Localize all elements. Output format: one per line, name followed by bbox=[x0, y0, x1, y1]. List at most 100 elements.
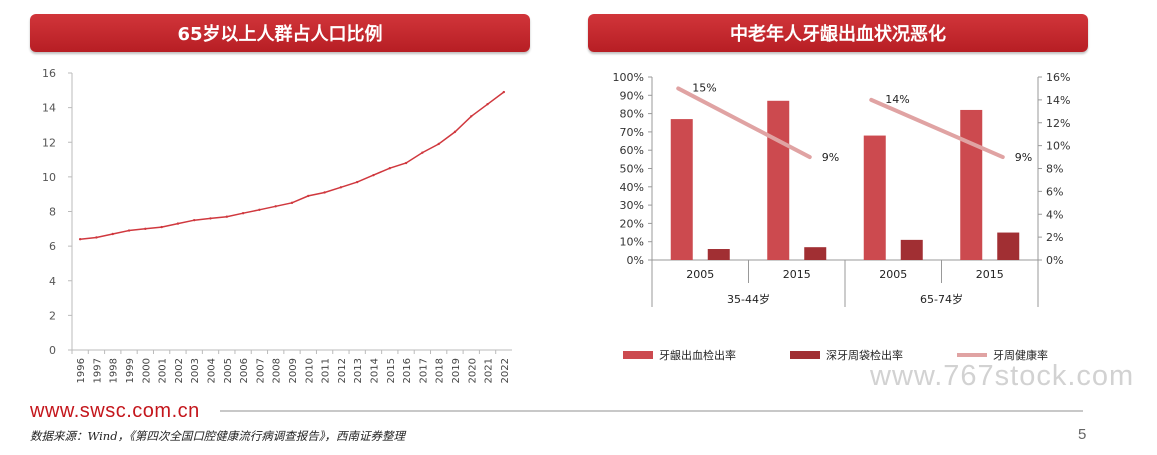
source-note: 数据来源：Wind，《第四次全国口腔健康流行病调查报告》，西南证券整理 bbox=[30, 429, 406, 443]
bar-pocket bbox=[707, 249, 730, 260]
y-tick-label: 16 bbox=[42, 67, 56, 80]
y-tick-label: 2 bbox=[49, 309, 56, 322]
watermark: www.767stock.com bbox=[870, 360, 1135, 392]
data-point bbox=[78, 238, 82, 241]
x-tick-label: 2007 bbox=[255, 358, 266, 383]
right-tick-label: 6% bbox=[1046, 185, 1063, 198]
x-tick-label: 2016 bbox=[402, 358, 413, 383]
category-label: 2015 bbox=[783, 268, 811, 281]
x-tick-label: 1996 bbox=[76, 358, 87, 383]
y-tick-label: 6 bbox=[49, 240, 56, 253]
left-tick-label: 70% bbox=[620, 126, 644, 139]
bar-bleeding bbox=[767, 100, 790, 260]
x-tick-label: 2004 bbox=[207, 358, 218, 383]
x-tick-label: 2020 bbox=[467, 358, 478, 383]
bar-bleeding bbox=[863, 135, 886, 260]
bar-bleeding bbox=[960, 109, 983, 260]
left-tick-label: 60% bbox=[620, 144, 644, 157]
legend-label-pocket: 深牙周袋检出率 bbox=[826, 349, 903, 362]
y-tick-label: 4 bbox=[49, 275, 56, 288]
right-chart-title: 中老年人牙龈出血状况恶化 bbox=[730, 24, 946, 45]
right-tick-label: 4% bbox=[1046, 208, 1063, 221]
trend-label: 9% bbox=[822, 151, 839, 164]
x-tick-label: 2003 bbox=[190, 358, 201, 383]
category-label: 2015 bbox=[976, 268, 1004, 281]
data-point bbox=[355, 180, 359, 184]
data-point bbox=[258, 208, 261, 211]
legend-swatch-bleeding bbox=[623, 351, 653, 359]
data-point bbox=[144, 227, 147, 231]
x-tick-label: 1997 bbox=[92, 358, 103, 383]
data-point bbox=[372, 173, 375, 177]
data-point bbox=[111, 232, 114, 236]
right-tick-label: 10% bbox=[1046, 140, 1070, 153]
right-chart-title-banner: 中老年人牙龈出血状况恶化 bbox=[588, 14, 1088, 52]
data-point bbox=[421, 151, 424, 154]
x-tick-label: 1999 bbox=[125, 358, 136, 383]
data-point bbox=[274, 205, 277, 208]
data-point bbox=[502, 90, 506, 94]
left-tick-label: 20% bbox=[620, 217, 644, 230]
left-tick-label: 0% bbox=[627, 254, 644, 267]
y-tick-label: 10 bbox=[42, 171, 56, 184]
line-chart: 0 2 4 6 8 10 12 14 16 1996 1997 1998 1999 2000 2001 200… bbox=[42, 67, 512, 383]
footer-divider bbox=[220, 410, 1083, 412]
x-tick-label: 2006 bbox=[239, 358, 250, 383]
data-point bbox=[176, 222, 180, 225]
bar-pocket bbox=[804, 247, 827, 260]
legend-item-pocket: 深牙周袋检出率 bbox=[790, 347, 903, 363]
x-tick-label: 2011 bbox=[321, 358, 332, 383]
x-tick-label: 2022 bbox=[500, 358, 511, 383]
y-tick-label: 12 bbox=[42, 136, 56, 149]
legend-swatch-health bbox=[957, 353, 987, 357]
x-tick-label: 2017 bbox=[418, 358, 429, 383]
right-tick-label: 16% bbox=[1046, 71, 1070, 84]
data-point bbox=[323, 191, 326, 194]
data-point bbox=[193, 218, 196, 222]
data-point bbox=[453, 130, 457, 134]
data-point bbox=[95, 236, 98, 239]
left-chart-title-banner: 65岁以上人群占人口比例 bbox=[30, 14, 530, 52]
legend-label-health: 牙周健康率 bbox=[993, 349, 1048, 362]
data-point bbox=[241, 212, 245, 215]
bar-chart: 0% 10% 20% 30% 40% 50% 60% 70% 80% 90% 100% 0% 2% 4% 6… bbox=[613, 71, 1070, 307]
data-point bbox=[404, 161, 408, 165]
x-tick-label: 2012 bbox=[337, 358, 348, 383]
data-point bbox=[290, 201, 294, 205]
data-point bbox=[209, 217, 212, 220]
x-tick-label: 2013 bbox=[353, 358, 364, 383]
trend-label: 14% bbox=[885, 93, 909, 106]
left-tick-label: 50% bbox=[620, 163, 644, 176]
right-tick-label: 8% bbox=[1046, 163, 1063, 176]
left-tick-label: 100% bbox=[613, 71, 644, 84]
data-point bbox=[486, 102, 489, 106]
legend-item-bleeding: 牙龈出血检出率 bbox=[623, 347, 736, 363]
y-tick-label: 14 bbox=[42, 102, 56, 115]
x-tick-label: 2001 bbox=[158, 358, 169, 383]
x-tick-label: 2019 bbox=[451, 358, 462, 383]
website-link[interactable]: www.swsc.com.cn bbox=[30, 400, 200, 422]
y-tick-label: 0 bbox=[49, 344, 56, 357]
x-tick-label: 2018 bbox=[435, 358, 446, 383]
right-tick-label: 14% bbox=[1046, 94, 1070, 107]
x-tick-label: 2021 bbox=[484, 358, 495, 383]
x-tick-label: 2002 bbox=[174, 358, 185, 383]
y-tick-label: 8 bbox=[49, 206, 56, 219]
data-point bbox=[437, 142, 440, 146]
x-tick-label: 2008 bbox=[272, 358, 283, 383]
trend-line bbox=[869, 97, 1005, 160]
data-point bbox=[307, 194, 310, 198]
left-tick-label: 40% bbox=[620, 181, 644, 194]
category-label: 2005 bbox=[879, 268, 907, 281]
x-tick-label: 2014 bbox=[369, 358, 380, 383]
right-tick-label: 12% bbox=[1046, 117, 1070, 130]
data-point bbox=[127, 229, 131, 232]
x-tick-label: 2000 bbox=[141, 358, 152, 383]
data-point bbox=[470, 115, 473, 118]
category-label: 2005 bbox=[686, 268, 714, 281]
right-tick-label: 2% bbox=[1046, 231, 1063, 244]
left-tick-label: 10% bbox=[620, 236, 644, 249]
right-tick-label: 0% bbox=[1046, 254, 1063, 267]
group-label: 65-74岁 bbox=[920, 292, 963, 306]
data-point bbox=[339, 186, 343, 189]
